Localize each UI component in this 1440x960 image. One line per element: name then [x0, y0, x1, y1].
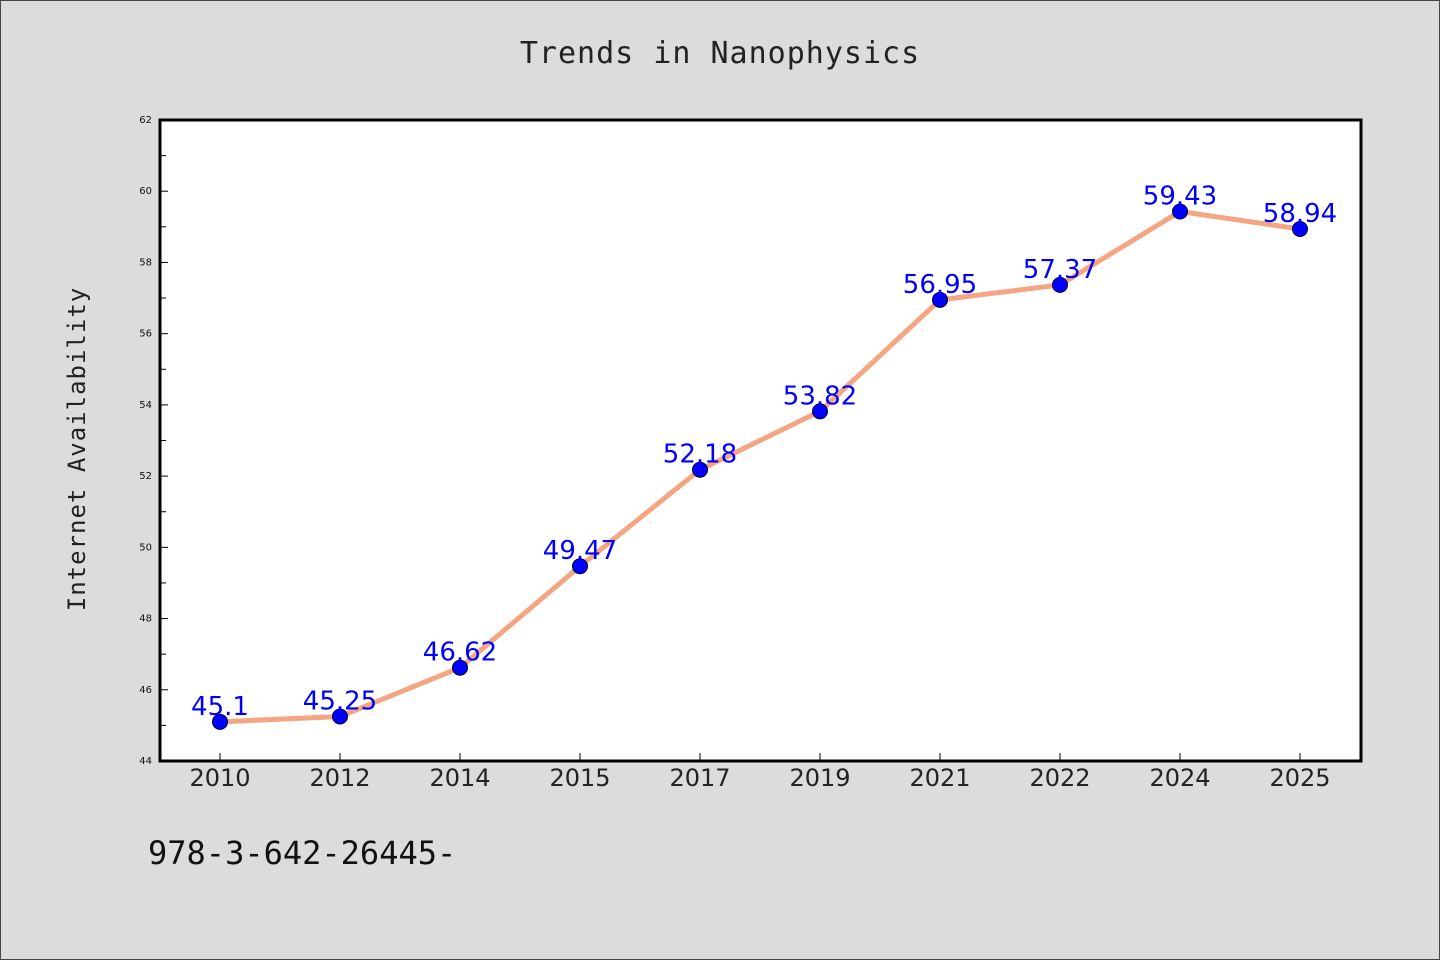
y-tick-label: 50	[139, 542, 152, 553]
data-label: 57.37	[1023, 255, 1097, 285]
series-line	[219, 209, 1301, 725]
x-tick-label: 2025	[1269, 764, 1330, 792]
x-tick-label: 2024	[1149, 764, 1210, 792]
data-label: 59.43	[1143, 182, 1217, 212]
x-tick-label: 2012	[309, 764, 370, 792]
x-tick-label: 2022	[1029, 764, 1090, 792]
series-markers	[212, 203, 1308, 730]
x-tick-label: 2019	[789, 764, 850, 792]
y-tick-label: 58	[139, 257, 152, 268]
x-tick-label: 2015	[549, 764, 610, 792]
data-point	[812, 403, 828, 420]
data-label: 45.1	[191, 692, 249, 722]
x-tick-label: 2014	[429, 764, 490, 792]
data-label: 52.18	[663, 440, 737, 470]
x-axis: 2010 2012 2014 2015 2017 2019 2021 2022 2024 2025	[189, 753, 1331, 792]
data-point	[452, 659, 468, 676]
chart-title: Trends in Nanophysics	[520, 36, 920, 71]
data-point	[932, 291, 948, 308]
footer-code: 978-3-642-26445-	[148, 834, 456, 872]
x-tick-label: 2021	[909, 764, 970, 792]
y-axis-title: Internet Availability	[63, 287, 91, 611]
data-labels: 45.1 45.25 46.62 49.47 52.18 53.82 56.95 57.37 5…	[191, 182, 1337, 722]
data-point	[1172, 203, 1188, 220]
data-point	[1052, 276, 1068, 293]
y-tick-label: 54	[139, 400, 152, 411]
y-tick-label: 52	[139, 471, 152, 482]
y-tick-label: 62	[139, 115, 152, 126]
data-point	[572, 558, 588, 575]
y-tick-label: 60	[139, 186, 152, 197]
data-point	[692, 461, 708, 478]
data-label: 56.95	[903, 270, 977, 300]
x-tick-label: 2010	[189, 764, 250, 792]
data-label: 45.25	[303, 686, 377, 716]
y-axis: 44 46 48 50 52 54 56 58 60 62	[139, 115, 168, 767]
data-label: 53.82	[783, 381, 857, 411]
y-tick-label: 56	[139, 329, 152, 340]
y-tick-label: 44	[139, 756, 152, 767]
data-label: 46.62	[423, 638, 497, 668]
data-point	[212, 713, 228, 730]
data-label: 58.94	[1263, 199, 1337, 229]
data-point	[332, 708, 348, 725]
y-tick-label: 48	[139, 614, 152, 625]
data-label: 49.47	[543, 536, 617, 566]
y-tick-label: 46	[139, 685, 152, 696]
x-tick-label: 2017	[669, 764, 730, 792]
data-point	[1292, 220, 1308, 237]
